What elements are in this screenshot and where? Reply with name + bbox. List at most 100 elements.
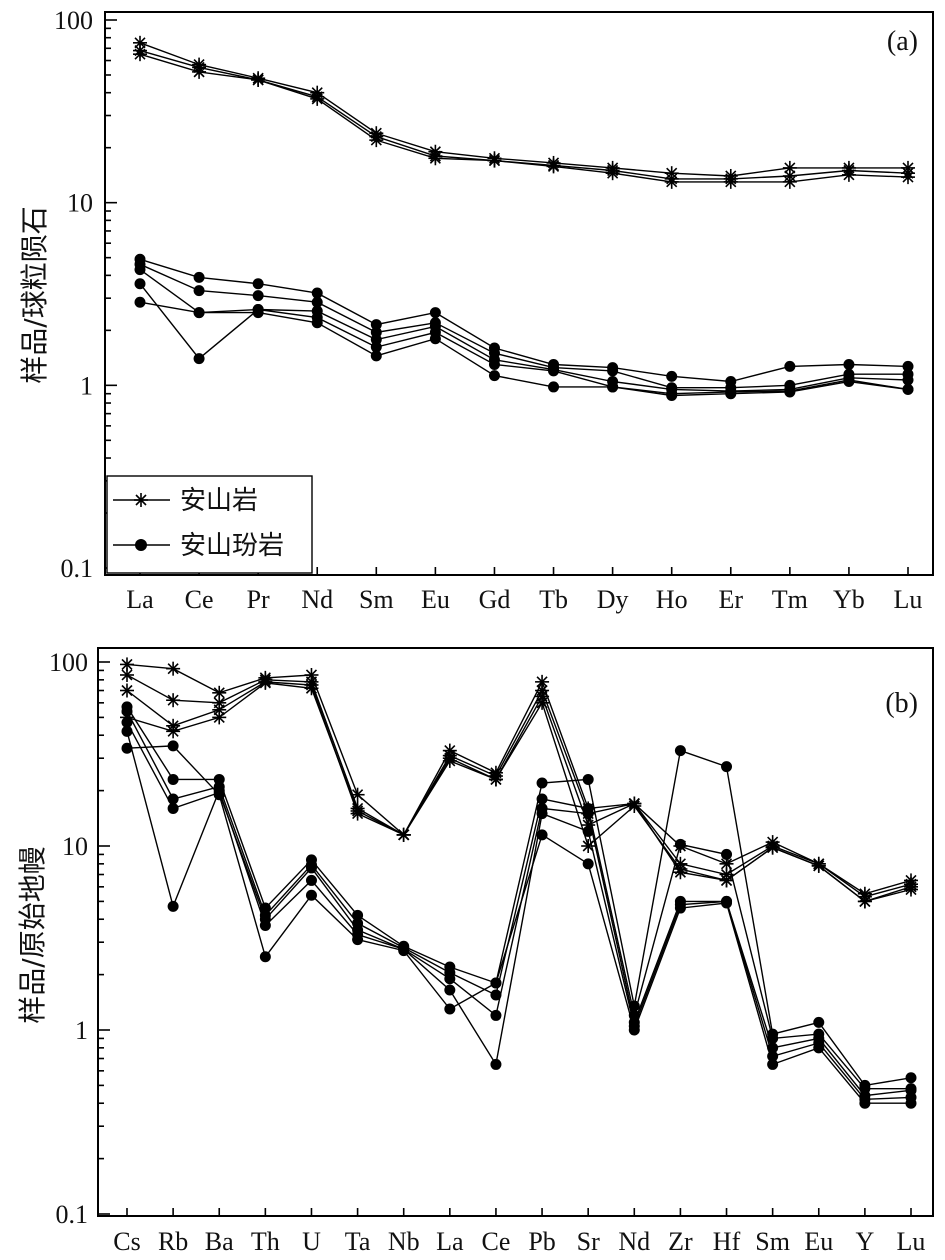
data-point-dot [213,789,225,801]
data-point-dot [252,290,264,302]
data-point-dot [536,808,548,820]
x-tick-label-u: U [302,1227,321,1256]
x-tick-label-hf: Hf [713,1227,741,1256]
data-point-star [488,772,503,787]
data-point-dot [666,370,678,382]
panel-a-x-axis: La Ce Pr Nd Sm Eu Gd Tb Dy Ho Er Tm Yb Lu [126,567,922,614]
data-point-dot [582,858,594,870]
data-point-star [350,803,365,818]
y-tick-label: 100 [54,6,93,35]
data-point-dot [352,934,364,946]
data-point-dot [305,862,317,874]
x-tick-label-nb: Nb [388,1227,420,1256]
x-tick-label-nd: Nd [618,1227,650,1256]
series-line-porphyrite-6 [139,283,909,395]
data-point-dot [725,388,737,400]
x-tick-label-nd: Nd [301,585,333,614]
data-point-dot [193,271,205,283]
data-point-dot [193,285,205,297]
data-point-dot [259,951,271,963]
data-point-star [212,710,227,725]
data-point-dot [193,307,205,319]
data-point-dot [167,793,179,805]
data-point-star [120,657,134,672]
data-point-dot [548,365,560,377]
data-point-dot [721,761,733,773]
x-tick-label-zr: Zr [668,1227,693,1256]
x-tick-label-eu: Eu [421,585,450,614]
data-point-dot [167,773,179,785]
data-point-dot [352,909,364,921]
x-tick-label-la: La [436,1227,464,1256]
x-tick-label-tm: Tm [772,585,808,614]
data-point-dot [490,977,502,989]
x-tick-label-y: Y [855,1227,874,1256]
data-point-dot [902,374,914,386]
x-tick-label-sm: Sm [359,585,394,614]
data-point-dot [311,296,323,308]
data-point-dot [674,745,686,757]
data-point-star [605,166,620,181]
data-point-star [627,798,642,813]
panel-a-series-group [133,35,915,401]
series-line-porphyrite-5 [139,269,909,392]
legend-label-andesite-porphyrite: 安山玢岩 [180,531,284,561]
x-tick-label-sm: Sm [755,1227,790,1256]
data-point-dot [721,897,733,909]
series-line-porphyrite-7 [139,301,909,397]
legend-box [106,475,313,574]
x-tick-label-th: Th [251,1227,280,1256]
data-point-dot [488,359,500,371]
data-point-dot [429,333,441,345]
series-line-porphyrite-6 [126,721,912,1097]
panel-b-series-group [120,657,918,1109]
series-line-porphyrite-8 [126,745,911,1104]
data-point-dot [548,381,560,393]
x-tick-label-tb: Tb [539,585,568,614]
data-point-dot [193,353,205,365]
data-point-star [120,683,134,698]
data-point-star [546,159,561,174]
y-tick-label: 10 [62,832,88,861]
series-line-porphyrite-4 [126,706,912,1087]
panel-b-label: (b) [885,688,918,719]
panel-a-ylabel: 样品/球粒陨石 [18,206,51,383]
series-line-porphyrite-5 [126,710,911,1090]
x-tick-label-pr: Pr [247,585,270,614]
data-point-dot [666,389,678,401]
data-point-dot [607,365,619,377]
data-point-dot [490,1009,502,1021]
data-point-dot [167,740,179,752]
data-point-dot [582,773,594,785]
data-point-dot [582,825,594,837]
data-point-star [428,151,443,166]
series-line-andesite-2 [139,53,909,183]
data-point-dot [490,1058,502,1070]
data-point-star [664,174,679,189]
data-point-dot [536,777,548,789]
data-point-dot [444,1003,456,1015]
data-point-star [166,693,181,708]
data-point-dot [444,973,456,985]
x-tick-label-cs: Cs [113,1227,140,1256]
data-point-dot [674,902,686,914]
data-point-dot [490,989,502,1001]
data-point-star [487,153,502,168]
data-point-dot [607,381,619,393]
panel-b-y-axis: 100 10 1 0.1 [49,648,110,1229]
x-tick-label-ba: Ba [205,1227,234,1256]
x-tick-label-sr: Sr [577,1227,600,1256]
series-line-andesite-0 [126,663,912,895]
data-point-dot [536,793,548,805]
y-tick-label: 10 [67,189,93,218]
data-point-dot [813,1042,825,1054]
panel-a-chondrite-ree-plot: (a) 样品/球粒陨石 100 10 1 0.1 La Ce Pr Nd Sm Eu Gd Tb Dy… [18,6,934,614]
x-tick-label-gd: Gd [479,585,511,614]
data-point-star [120,667,134,682]
x-tick-label-ce: Ce [185,585,214,614]
panel-b-x-axis: Cs Rb Ba Th U Ta Nb La Ce Pb Sr Nd Zr Hf Sm Eu Y Lu [113,1208,925,1256]
series-line-andesite-1 [126,674,912,898]
data-point-dot [134,278,146,290]
data-point-dot [784,386,796,398]
x-tick-label-yb: Yb [833,585,865,614]
